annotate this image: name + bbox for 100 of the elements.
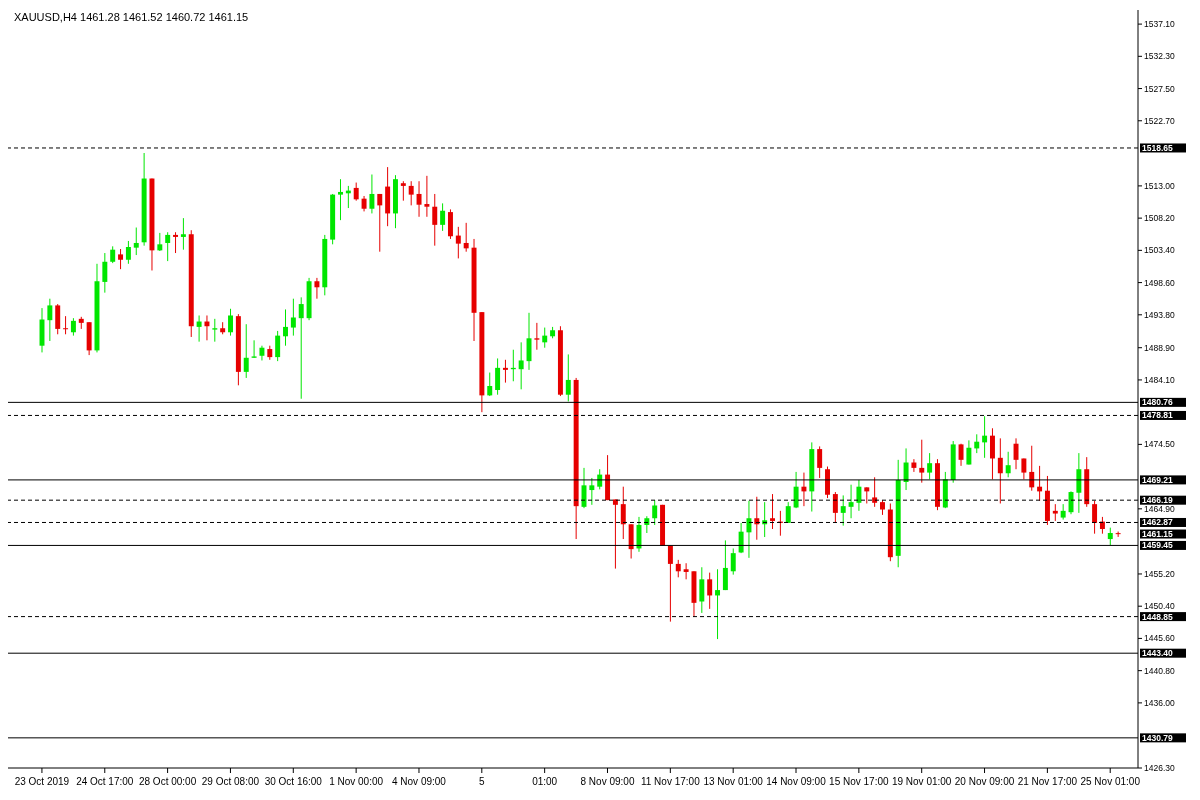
candlestick — [785, 501, 791, 524]
y-tick-label: 1464.90 — [1144, 503, 1175, 514]
candlestick — [487, 372, 493, 397]
candlestick — [133, 227, 139, 256]
candlestick — [848, 484, 854, 519]
candlestick — [518, 341, 524, 390]
candlestick — [683, 562, 689, 580]
x-tick-label: 21 Nov 17:00 — [1017, 776, 1078, 787]
ref-line-label: 1480.76 — [1142, 397, 1173, 408]
x-tick-label: 14 Nov 09:00 — [766, 776, 827, 787]
candlestick — [919, 439, 925, 484]
candlestick — [440, 202, 446, 232]
ref-line-label: 1478.81 — [1142, 410, 1173, 421]
y-tick-label: 1450.40 — [1144, 601, 1175, 612]
y-tick-label: 1445.60 — [1144, 633, 1175, 644]
y-tick-label: 1537.10 — [1144, 19, 1175, 30]
candlestick — [196, 314, 202, 343]
candlestick — [298, 296, 304, 400]
candlestick — [377, 193, 383, 253]
y-tick-label: 1527.50 — [1144, 83, 1175, 94]
x-tick-label: 24 Oct 17:00 — [76, 776, 134, 787]
candlestick — [927, 452, 933, 480]
candlestick — [589, 477, 595, 506]
candlestick — [730, 547, 736, 576]
candlestick — [817, 445, 823, 479]
candlestick — [338, 178, 343, 221]
y-tick-label: 1436.00 — [1144, 697, 1175, 708]
candlestick — [793, 471, 799, 509]
x-tick-label: 30 Oct 16:00 — [264, 776, 323, 787]
candlestick — [989, 427, 995, 480]
candlestick — [251, 339, 257, 359]
candlestick — [534, 322, 540, 351]
candlestick — [565, 353, 571, 402]
x-tick-label: 28 Oct 00:00 — [138, 776, 197, 787]
candlestick — [455, 226, 461, 259]
candlestick — [911, 458, 917, 473]
x-tick-label: 1 Nov 00:00 — [329, 776, 384, 787]
candlestick — [722, 539, 728, 591]
candlestick — [1021, 457, 1027, 480]
text: 1461.15 — [1142, 529, 1173, 540]
candlestick — [212, 318, 218, 343]
candlestick — [707, 572, 713, 610]
candlestick — [102, 252, 108, 294]
y-tick-label: 1493.80 — [1144, 309, 1175, 320]
ref-line-label: 1466.19 — [1142, 495, 1173, 506]
candlestick — [542, 327, 548, 349]
candlestick — [228, 308, 233, 337]
candlestick — [118, 248, 124, 270]
y-tick-label: 1440.80 — [1144, 665, 1175, 676]
x-tick-label: 4 Nov 09:00 — [392, 776, 447, 787]
candlestick — [408, 180, 414, 206]
candlestick — [699, 566, 705, 614]
candlestick — [612, 498, 618, 570]
y-tick-label: 1474.50 — [1144, 439, 1175, 450]
candlestick — [125, 240, 131, 265]
candlestick — [290, 298, 296, 337]
y-tick-label: 1503.40 — [1144, 245, 1175, 256]
x-tick-label: 13 Nov 01:00 — [703, 776, 764, 787]
candlestick — [283, 308, 288, 347]
candlestick — [856, 479, 862, 512]
candlestick — [165, 231, 171, 262]
y-tick-label: 1455.20 — [1144, 568, 1175, 579]
candlestick — [495, 357, 501, 396]
candlestick — [369, 173, 375, 214]
x-tick-label: 15 Nov 17:00 — [829, 776, 890, 787]
candlestick — [314, 277, 320, 300]
candlestick — [770, 493, 775, 530]
candlestick — [55, 303, 61, 335]
x-tick-label: 01:00 — [532, 776, 558, 787]
ref-line-label: 1430.79 — [1142, 732, 1173, 743]
y-tick-label: 1532.30 — [1144, 51, 1175, 62]
candlestick — [997, 437, 1003, 504]
candlestick — [715, 568, 721, 640]
candlestick — [840, 494, 846, 527]
candlestick — [416, 180, 422, 218]
candlestick — [1115, 531, 1121, 538]
candlestick — [353, 182, 359, 202]
ref-line-label: 1518.65 — [1142, 142, 1173, 153]
y-tick-label: 1508.20 — [1144, 213, 1175, 224]
x-tick-label: 29 Oct 08:00 — [201, 776, 260, 787]
ref-line-label: 1448.85 — [1142, 611, 1173, 622]
y-tick-label: 1426.30 — [1144, 763, 1175, 774]
candlestick — [432, 193, 438, 247]
ref-line-label: 1443.40 — [1142, 648, 1173, 659]
candlestick — [157, 232, 163, 252]
candlestick — [667, 545, 673, 623]
chart-title: XAUUSD,H4 1461.28 1461.52 1460.72 1461.15 — [14, 11, 249, 23]
candlestick — [832, 491, 838, 524]
candlestick — [1013, 437, 1019, 470]
x-tick-label: 8 Nov 09:00 — [580, 776, 635, 787]
candlestick — [502, 359, 508, 384]
x-tick-label: 23 Oct 2019 — [14, 776, 70, 787]
candlestick — [400, 180, 406, 202]
y-tick-label: 1522.70 — [1144, 115, 1175, 126]
candlestick — [63, 315, 69, 335]
y-tick-label: 1484.10 — [1144, 374, 1175, 385]
x-tick-label: 11 Nov 17:00 — [640, 776, 701, 787]
ref-line-label: 1459.45 — [1142, 540, 1173, 551]
y-tick-label: 1513.00 — [1144, 180, 1175, 191]
candlestick — [982, 415, 988, 459]
